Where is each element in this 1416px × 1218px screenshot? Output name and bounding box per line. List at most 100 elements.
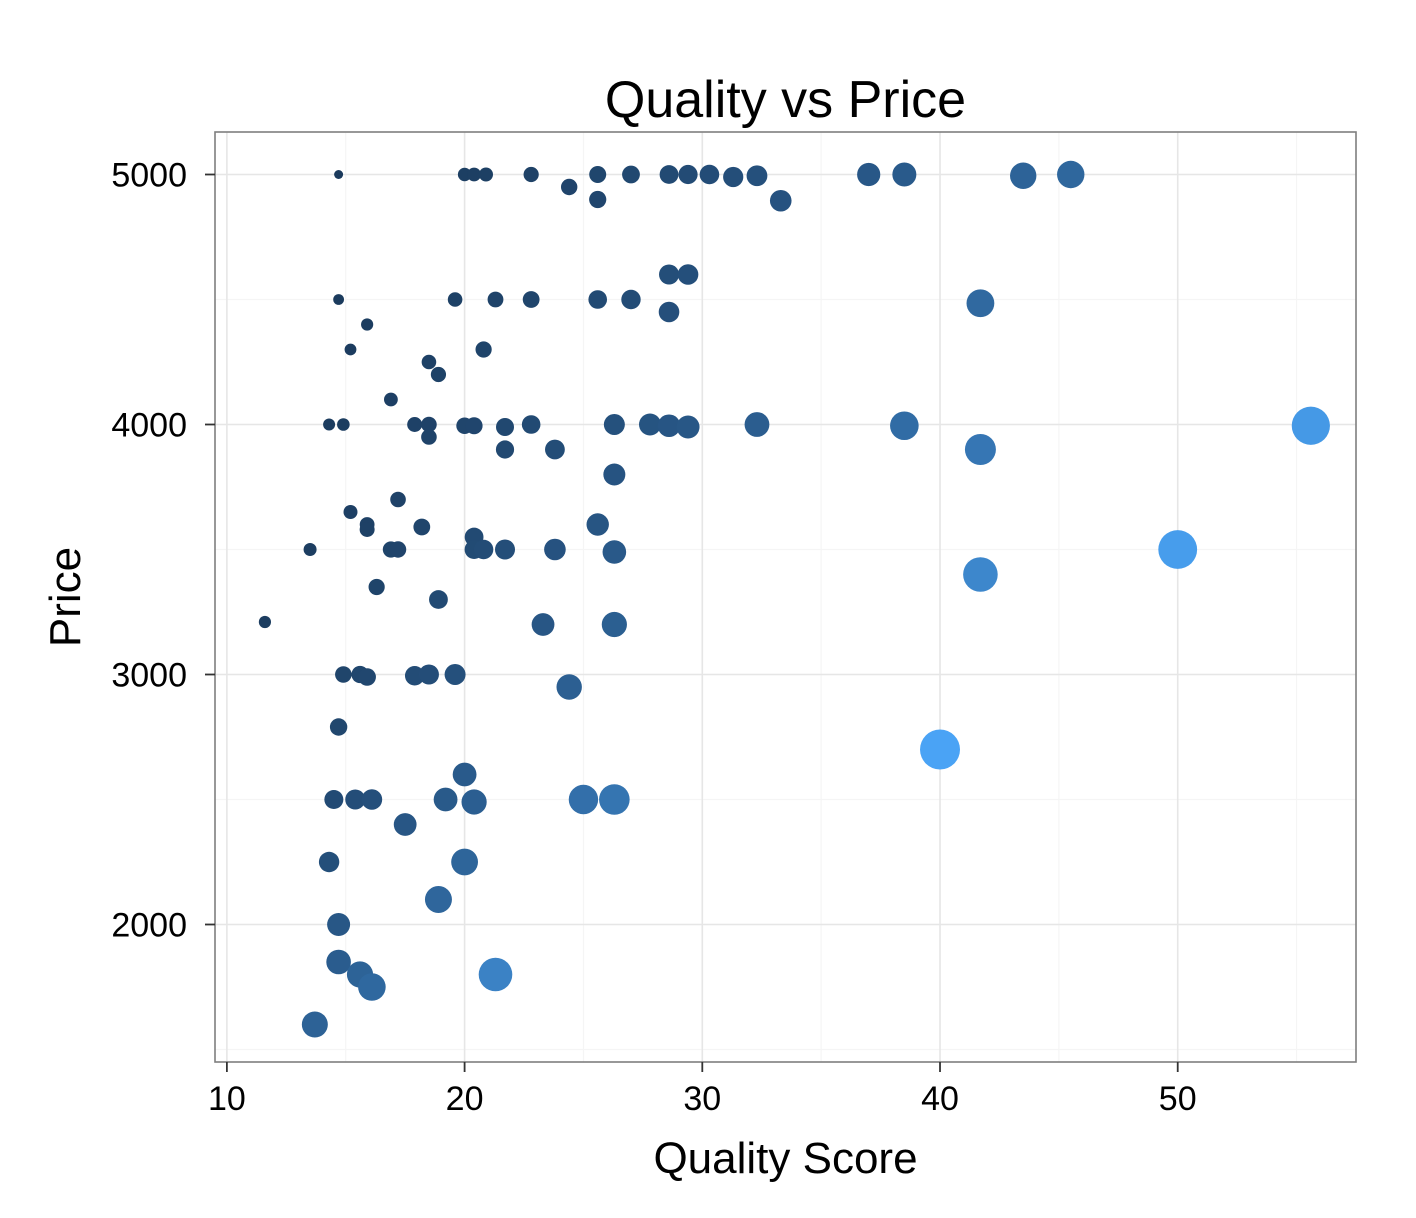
data-point — [487, 291, 504, 308]
data-point — [521, 415, 541, 434]
data-point — [473, 539, 494, 560]
data-point — [658, 301, 680, 323]
y-tick-label: 5000 — [111, 157, 187, 195]
data-point — [361, 318, 374, 331]
data-point — [413, 518, 431, 536]
data-point — [421, 416, 437, 433]
data-point — [467, 167, 482, 182]
data-point — [556, 674, 582, 700]
data-point — [301, 1011, 328, 1038]
data-point — [329, 718, 348, 736]
data-point — [744, 412, 770, 437]
data-point — [657, 414, 681, 438]
data-point — [451, 848, 478, 876]
data-point — [433, 787, 458, 812]
x-tick-label: 50 — [1159, 1080, 1197, 1118]
data-point — [545, 439, 565, 460]
data-point — [586, 513, 609, 536]
x-tick-label: 30 — [683, 1080, 721, 1118]
data-point — [418, 664, 439, 685]
data-point — [326, 949, 351, 975]
data-point — [495, 539, 516, 560]
data-point — [892, 162, 917, 187]
data-point — [345, 789, 366, 810]
data-point — [343, 505, 358, 519]
data-point — [358, 668, 376, 686]
data-point — [723, 166, 744, 188]
data-point — [966, 289, 995, 318]
data-point — [478, 167, 493, 182]
data-point — [333, 294, 345, 305]
data-point — [421, 429, 437, 445]
data-point — [421, 354, 437, 370]
data-point — [678, 164, 698, 185]
data-points — [258, 160, 1330, 1038]
grid-lines — [215, 132, 1356, 1062]
data-point — [430, 366, 447, 383]
data-point — [699, 164, 720, 185]
axis-ticks: 10 20 30 40 50 2000 3000 4000 5000 — [111, 157, 1196, 1119]
data-point — [920, 729, 961, 770]
data-point — [324, 790, 344, 809]
data-point — [1291, 406, 1330, 445]
plot-panel-border — [214, 131, 1357, 1063]
data-point — [496, 418, 515, 436]
y-tick-label: 3000 — [111, 657, 187, 695]
data-point — [424, 886, 452, 913]
data-point — [963, 557, 998, 592]
data-point — [544, 538, 566, 561]
data-point — [622, 165, 640, 184]
data-point — [659, 165, 679, 184]
data-point — [588, 290, 608, 309]
data-point — [589, 190, 607, 209]
data-point — [659, 264, 680, 285]
data-point — [404, 666, 425, 686]
data-point — [359, 522, 375, 537]
data-point — [769, 189, 792, 212]
data-point — [531, 613, 555, 636]
x-axis-title: Quality Score — [653, 1134, 917, 1183]
data-point — [318, 851, 340, 873]
y-axis-title: Price — [41, 547, 90, 647]
data-point — [323, 418, 336, 431]
data-point — [495, 440, 515, 459]
data-point — [384, 392, 398, 407]
data-point — [452, 762, 477, 787]
data-point — [389, 541, 407, 558]
data-point — [444, 664, 466, 685]
data-point — [368, 578, 385, 596]
data-point — [461, 789, 487, 815]
data-point — [334, 170, 344, 179]
data-point — [465, 417, 483, 435]
data-point — [599, 784, 630, 815]
data-point — [621, 289, 641, 310]
data-point — [603, 414, 625, 435]
data-point — [1158, 530, 1198, 569]
data-point — [676, 415, 700, 439]
data-point — [457, 167, 472, 182]
chart-title: Quality vs Price — [605, 71, 966, 129]
data-point — [1057, 160, 1085, 189]
data-point — [602, 540, 627, 564]
y-tick-label: 4000 — [111, 407, 187, 445]
data-point — [358, 973, 386, 1001]
data-point — [560, 178, 578, 196]
data-point — [857, 162, 881, 187]
data-point — [603, 463, 626, 486]
data-point — [429, 590, 448, 609]
data-point — [890, 411, 919, 441]
data-point — [327, 913, 351, 936]
x-tick-label: 20 — [446, 1080, 484, 1118]
data-point — [335, 666, 352, 683]
data-point — [639, 413, 662, 436]
data-point — [478, 957, 513, 992]
data-point — [568, 784, 599, 815]
data-point — [390, 491, 406, 508]
data-point — [361, 789, 383, 810]
data-point — [447, 292, 463, 307]
data-point — [407, 417, 423, 432]
data-point — [303, 543, 317, 556]
y-tick-label: 2000 — [111, 907, 187, 945]
